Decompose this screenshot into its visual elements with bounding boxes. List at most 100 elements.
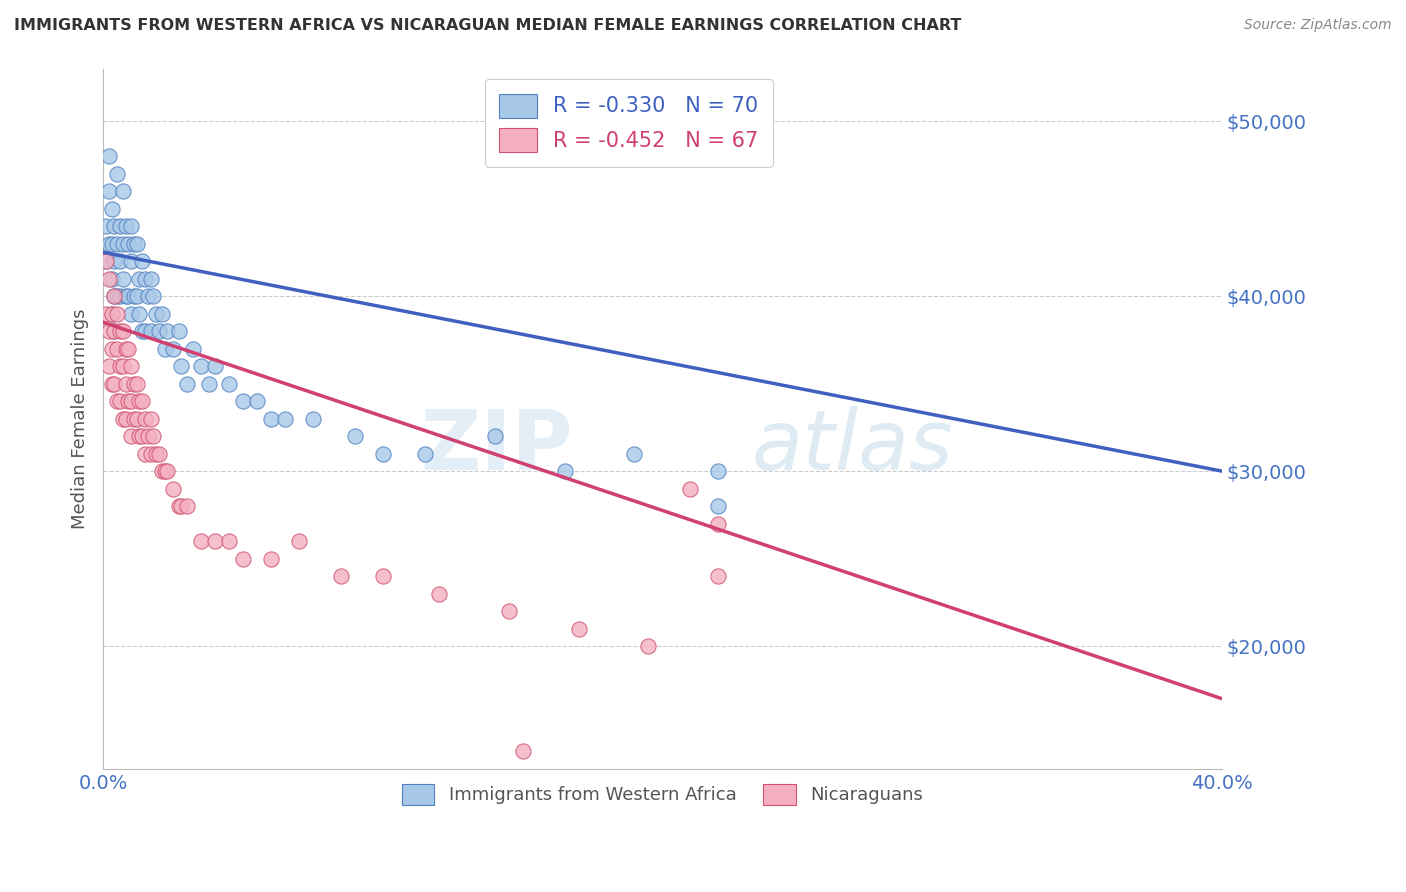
Point: [707, 516, 730, 531]
Point: [125, 289, 148, 303]
Point: [105, 236, 128, 251]
Point: [707, 569, 730, 583]
Point: [114, 411, 136, 425]
Point: [111, 324, 134, 338]
Text: atlas: atlas: [752, 406, 953, 487]
Point: [707, 464, 730, 478]
Point: [156, 324, 179, 338]
Point: [97, 324, 120, 338]
Point: [170, 359, 193, 373]
Point: [176, 376, 198, 391]
Point: [120, 429, 142, 443]
Point: [114, 376, 136, 391]
Point: [131, 254, 153, 268]
Point: [176, 499, 198, 513]
Point: [131, 394, 153, 409]
Point: [145, 447, 167, 461]
Point: [190, 534, 212, 549]
Point: [153, 342, 176, 356]
Point: [100, 376, 122, 391]
Point: [128, 394, 150, 409]
Point: [567, 622, 589, 636]
Point: [150, 307, 173, 321]
Point: [120, 307, 142, 321]
Point: [105, 289, 128, 303]
Point: [679, 482, 702, 496]
Point: [111, 236, 134, 251]
Point: [125, 236, 148, 251]
Point: [117, 289, 139, 303]
Point: [139, 411, 162, 425]
Point: [97, 149, 120, 163]
Point: [97, 271, 120, 285]
Point: [103, 324, 125, 338]
Point: [232, 394, 254, 409]
Point: [371, 447, 394, 461]
Point: [134, 447, 156, 461]
Text: ZIP: ZIP: [420, 406, 574, 487]
Point: [145, 307, 167, 321]
Point: [198, 376, 221, 391]
Point: [329, 569, 352, 583]
Point: [125, 411, 148, 425]
Point: [139, 271, 162, 285]
Point: [150, 464, 173, 478]
Point: [103, 324, 125, 338]
Point: [100, 307, 122, 321]
Point: [97, 184, 120, 198]
Point: [105, 394, 128, 409]
Point: [302, 411, 325, 425]
Point: [120, 394, 142, 409]
Point: [114, 342, 136, 356]
Point: [111, 271, 134, 285]
Point: [94, 254, 117, 268]
Point: [260, 551, 283, 566]
Point: [94, 219, 117, 233]
Point: [139, 447, 162, 461]
Point: [108, 219, 131, 233]
Point: [103, 289, 125, 303]
Point: [122, 376, 145, 391]
Point: [190, 359, 212, 373]
Point: [136, 289, 159, 303]
Point: [108, 394, 131, 409]
Point: [484, 429, 506, 443]
Point: [167, 324, 190, 338]
Point: [97, 236, 120, 251]
Point: [218, 534, 240, 549]
Point: [108, 359, 131, 373]
Point: [100, 271, 122, 285]
Point: [246, 394, 269, 409]
Point: [103, 254, 125, 268]
Point: [139, 324, 162, 338]
Text: Source: ZipAtlas.com: Source: ZipAtlas.com: [1244, 18, 1392, 32]
Point: [105, 342, 128, 356]
Point: [371, 569, 394, 583]
Point: [707, 499, 730, 513]
Point: [204, 359, 226, 373]
Point: [117, 342, 139, 356]
Point: [111, 184, 134, 198]
Point: [413, 447, 436, 461]
Point: [554, 464, 576, 478]
Point: [100, 202, 122, 216]
Point: [162, 482, 184, 496]
Point: [134, 271, 156, 285]
Point: [623, 447, 645, 461]
Point: [120, 219, 142, 233]
Point: [128, 271, 150, 285]
Point: [108, 324, 131, 338]
Point: [427, 586, 450, 600]
Point: [108, 254, 131, 268]
Point: [114, 289, 136, 303]
Point: [162, 342, 184, 356]
Point: [288, 534, 311, 549]
Point: [498, 604, 520, 618]
Point: [105, 167, 128, 181]
Point: [167, 499, 190, 513]
Text: IMMIGRANTS FROM WESTERN AFRICA VS NICARAGUAN MEDIAN FEMALE EARNINGS CORRELATION : IMMIGRANTS FROM WESTERN AFRICA VS NICARA…: [14, 18, 962, 33]
Point: [94, 307, 117, 321]
Point: [136, 429, 159, 443]
Point: [114, 219, 136, 233]
Point: [117, 236, 139, 251]
